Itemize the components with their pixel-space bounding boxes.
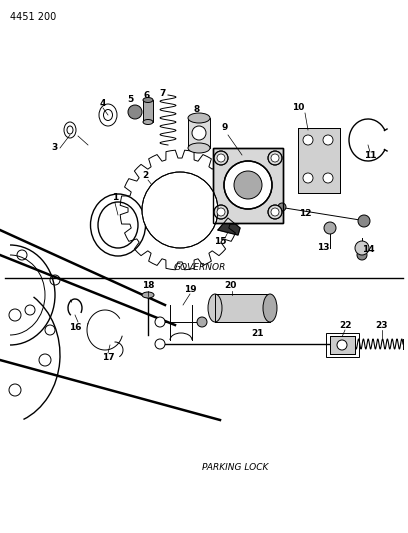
Bar [298,128,340,193]
Text: 19: 19 [184,285,196,294]
Circle shape [142,172,218,248]
Bar [330,336,355,354]
Ellipse shape [188,113,210,123]
Text: 4: 4 [100,99,106,108]
Bar [330,336,355,354]
Text: 12: 12 [299,208,311,217]
Polygon shape [218,218,240,235]
Circle shape [357,250,367,260]
Circle shape [214,151,228,165]
Circle shape [217,154,225,162]
Bar [213,148,283,223]
Text: 7: 7 [160,90,166,99]
Text: 20: 20 [224,280,236,289]
Circle shape [278,203,286,211]
Bar [213,148,283,223]
Text: 1: 1 [112,193,118,203]
Circle shape [197,317,207,327]
Circle shape [224,161,272,209]
Circle shape [303,135,313,145]
Circle shape [271,154,279,162]
Text: 5: 5 [127,95,133,104]
Circle shape [323,135,333,145]
Circle shape [128,105,142,119]
Ellipse shape [143,98,153,102]
Ellipse shape [142,292,154,298]
Text: 11: 11 [364,150,376,159]
Bar [215,294,270,322]
Bar [188,118,210,148]
Ellipse shape [263,294,277,322]
Ellipse shape [143,119,153,125]
Ellipse shape [188,143,210,153]
Text: 9: 9 [222,124,228,133]
Text: 8: 8 [194,106,200,115]
Text: 10: 10 [292,103,304,112]
Circle shape [155,317,165,327]
Text: 2: 2 [142,171,148,180]
Bar [215,294,270,322]
Text: 3: 3 [52,143,58,152]
Circle shape [323,173,333,183]
Circle shape [303,173,313,183]
Bar [326,333,359,357]
Text: 4451 200: 4451 200 [10,12,56,22]
Ellipse shape [208,294,222,322]
Text: 16: 16 [69,322,81,332]
Text: GOVERNOR: GOVERNOR [174,263,226,272]
Circle shape [268,205,282,219]
Circle shape [214,205,228,219]
Text: 18: 18 [142,280,154,289]
Circle shape [337,340,347,350]
Circle shape [268,151,282,165]
Bar [298,128,340,193]
Circle shape [271,208,279,216]
Text: 15: 15 [214,238,226,246]
Text: 21: 21 [252,328,264,337]
Text: 13: 13 [317,244,329,253]
Circle shape [155,339,165,349]
Text: 23: 23 [376,320,388,329]
Circle shape [234,171,262,199]
Text: 6: 6 [144,92,150,101]
Text: 14: 14 [361,246,374,254]
Circle shape [355,241,369,255]
Bar [143,100,153,122]
Text: 17: 17 [102,353,114,362]
Text: 22: 22 [339,320,351,329]
Text: PARKING LOCK: PARKING LOCK [202,464,268,472]
Circle shape [192,126,206,140]
Circle shape [358,215,370,227]
Circle shape [324,222,336,234]
Circle shape [217,208,225,216]
